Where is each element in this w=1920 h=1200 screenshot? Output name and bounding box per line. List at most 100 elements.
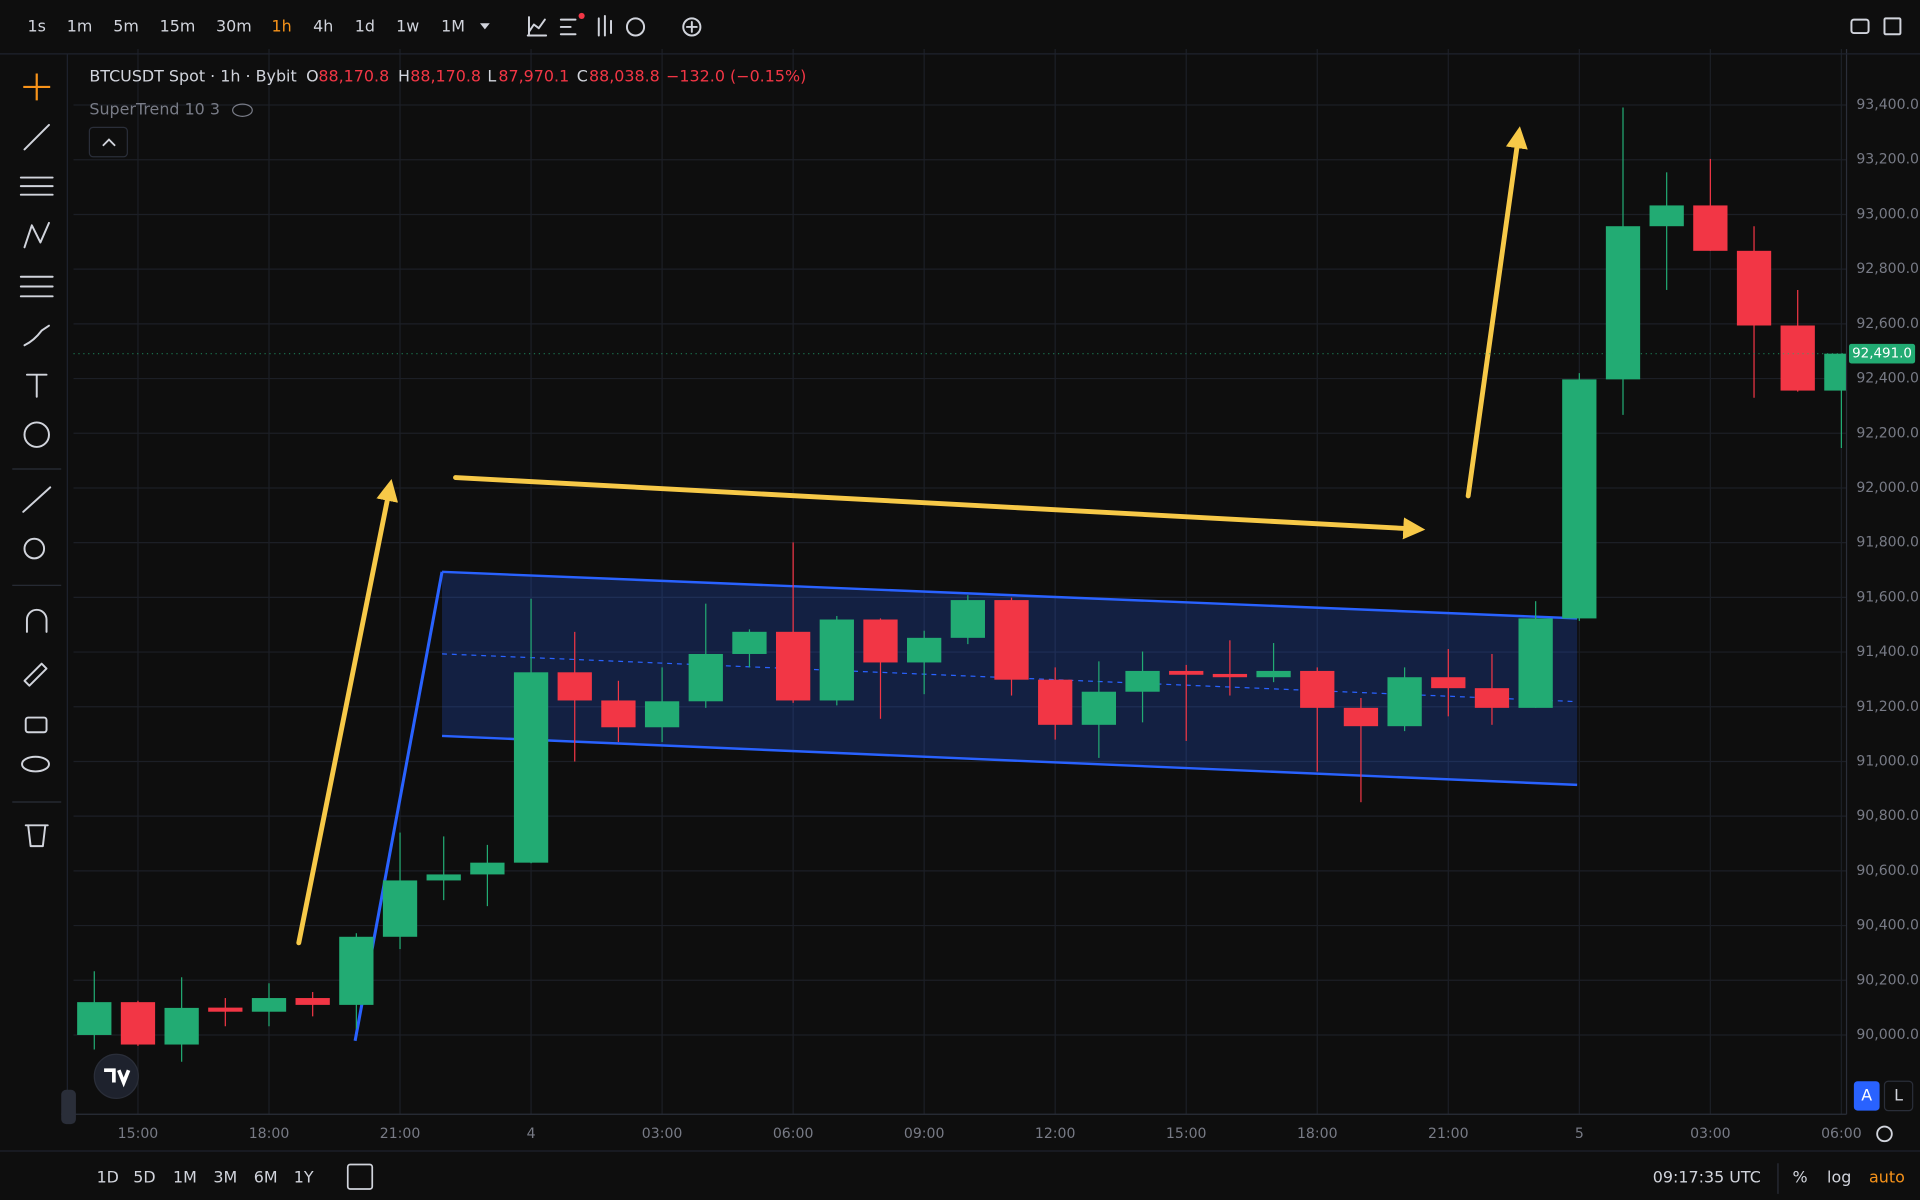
range[interactable]: 1Y [294, 1167, 314, 1186]
candle-body [819, 619, 854, 701]
zoom-tool[interactable] [23, 537, 46, 560]
candle-body [1562, 379, 1597, 619]
candle-body [907, 637, 942, 663]
settings-icon[interactable] [625, 17, 646, 37]
x-tick-label: 15:00 [1166, 1126, 1207, 1142]
range[interactable]: 1D [97, 1167, 119, 1186]
timeframe[interactable]: 15m [160, 16, 196, 35]
collapse-icon [102, 138, 116, 147]
range[interactable]: 6M [254, 1167, 278, 1186]
trendline-tool[interactable] [23, 123, 50, 151]
goto-date[interactable] [346, 1163, 374, 1190]
prediction-tool[interactable] [19, 275, 54, 298]
open: 88,170.8 [318, 67, 389, 86]
candle-body [295, 998, 330, 1005]
dropdown-icon [480, 23, 490, 30]
candle-body [382, 880, 418, 937]
add-icon[interactable] [682, 17, 702, 37]
last-price-tag [1848, 343, 1916, 364]
text-tool[interactable] [25, 373, 48, 398]
a-label: A [1861, 1085, 1872, 1104]
collapse-button[interactable] [88, 126, 128, 158]
candle-body [120, 1002, 156, 1045]
fullscreen-icon[interactable] [1883, 17, 1902, 36]
candle-body [251, 998, 287, 1012]
timeframe[interactable]: 1h [272, 16, 292, 35]
logo[interactable] [93, 1053, 139, 1099]
axes: 90,000.0 90,200.0 90,400.0 90,600.0 90,800.0… [118, 97, 1919, 1142]
notice-dot [578, 12, 585, 19]
timeframe[interactable]: 4h [313, 16, 333, 35]
candle-body [1038, 679, 1073, 725]
replay-icon[interactable] [597, 14, 612, 37]
hide-tool[interactable] [21, 755, 50, 773]
crosshair-tool[interactable] [23, 73, 51, 101]
high: 88,170.8 [410, 67, 481, 86]
symbol: BTCUSDT Spot · 1h · Bybit [89, 67, 296, 86]
x-tick-label: 09:00 [904, 1126, 945, 1142]
timeframe[interactable]: 1s [28, 16, 46, 35]
x-tick-label: 03:00 [1690, 1126, 1731, 1142]
candle-body [557, 672, 592, 701]
l-button[interactable] [1883, 1080, 1914, 1112]
arrow [296, 478, 399, 946]
y-tick-label: 91,800.0 [1856, 535, 1919, 551]
auto-toggle[interactable]: auto [1869, 1167, 1905, 1186]
templates-icon[interactable] [559, 18, 577, 36]
candle-body [1474, 688, 1510, 708]
pattern-tool[interactable] [23, 221, 50, 249]
lock-draw-tool[interactable] [23, 662, 48, 687]
timeframe[interactable]: 1d [355, 16, 375, 35]
toolbar-icons [526, 12, 1902, 37]
x-tick-label: 15:00 [118, 1126, 159, 1142]
lock-tool[interactable] [24, 716, 48, 734]
axis-settings[interactable] [1876, 1125, 1893, 1143]
hidden-icon[interactable] [232, 103, 253, 117]
y-tick-label: 92,800.0 [1856, 261, 1919, 277]
candle-body [1431, 677, 1466, 689]
candle-body [1780, 325, 1815, 391]
log-toggle[interactable]: log [1827, 1167, 1851, 1186]
timeframe[interactable]: 30m [216, 16, 252, 35]
range[interactable]: 1M [173, 1167, 197, 1186]
legend: BTCUSDT Spot · 1h · Bybit O 88,170.8 H 8… [88, 67, 806, 158]
candle-body [1125, 670, 1160, 692]
timeframe[interactable]: 1M [441, 16, 465, 35]
x-tick-label: 21:00 [1428, 1126, 1469, 1142]
last-price-label: 92,491.0 [1852, 347, 1912, 362]
channel-mid [442, 653, 1578, 703]
candle-body [1256, 670, 1291, 678]
y-tick-label: 92,600.0 [1856, 316, 1919, 332]
brush-tool[interactable] [23, 324, 50, 347]
ruler-tool[interactable] [22, 486, 52, 513]
a-button[interactable] [1853, 1081, 1880, 1111]
timeframe[interactable]: 1w [396, 16, 419, 35]
range[interactable]: 3M [213, 1167, 237, 1186]
delete-tool[interactable] [24, 824, 49, 848]
candle-body [644, 701, 680, 728]
y-tick-label: 91,200.0 [1856, 699, 1919, 715]
sidebar-toggle[interactable] [61, 1089, 76, 1125]
l-label: L [1894, 1085, 1903, 1104]
y-tick-label: 90,000.0 [1856, 1027, 1919, 1043]
y-tick-label: 91,400.0 [1856, 644, 1919, 660]
fib-tool[interactable] [19, 176, 54, 196]
timeframe[interactable]: 5m [113, 16, 139, 35]
candle-body [601, 700, 636, 728]
x-tick-label: 4 [527, 1126, 536, 1142]
indicator-icon[interactable] [526, 16, 548, 37]
x-tick-label: 12:00 [1035, 1126, 1076, 1142]
x-tick-label: 03:00 [642, 1126, 683, 1142]
percent-toggle[interactable]: % [1792, 1167, 1807, 1186]
magnet-tool[interactable] [25, 608, 48, 633]
add-plus [685, 21, 698, 33]
arrow [1465, 126, 1528, 499]
candle-body [1824, 353, 1847, 391]
range[interactable]: 5D [133, 1167, 155, 1186]
camera-icon[interactable] [1850, 18, 1870, 35]
emoji-tool[interactable] [23, 421, 50, 448]
candle-body [426, 874, 461, 881]
timeframe[interactable]: 1m [67, 16, 93, 35]
